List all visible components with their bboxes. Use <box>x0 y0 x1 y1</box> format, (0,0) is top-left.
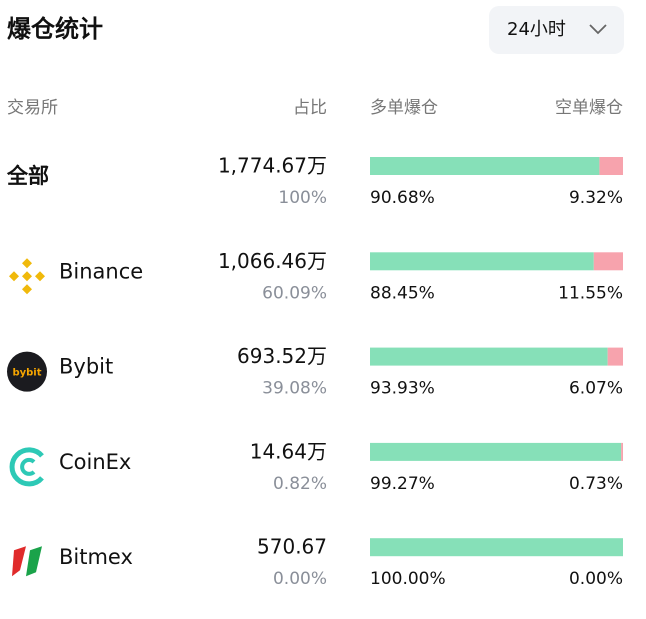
long-pct: 100.00% <box>370 569 446 589</box>
exchange-name: CoinEx <box>59 450 131 474</box>
exchange-name: Binance <box>59 259 143 283</box>
bitmex-logo <box>12 546 26 577</box>
bybit-logo <box>7 351 47 392</box>
col-header: 空单爆仓 <box>555 98 623 118</box>
col-header: 占比 <box>293 98 327 118</box>
bybit-logo-text: bybit <box>12 368 41 379</box>
logo-part <box>22 284 32 295</box>
long-bar <box>370 347 608 366</box>
short-bar <box>593 252 623 271</box>
long-pct: 93.93% <box>370 379 435 399</box>
amount: 14.64万 <box>250 439 327 463</box>
exchange-name: 全部 <box>6 164 49 188</box>
short-bar <box>621 442 623 461</box>
short-bar <box>607 347 623 366</box>
title: 爆仓统计 <box>7 15 103 43</box>
bitmex-logo <box>26 546 42 577</box>
long-bar <box>370 252 594 271</box>
amount: 693.52万 <box>237 344 327 368</box>
share: 60.09% <box>262 283 327 303</box>
dropdown-label[interactable]: 24小时 <box>507 19 566 40</box>
logo-part <box>22 271 32 282</box>
short-bar <box>599 157 623 175</box>
long-bar <box>370 157 600 175</box>
col-header: 交易所 <box>7 98 58 118</box>
dropdown-bg[interactable] <box>489 6 624 54</box>
col-header: 多单爆仓 <box>370 98 438 118</box>
long-pct: 99.27% <box>370 474 435 494</box>
short-pct: 9.32% <box>569 188 623 208</box>
coinex-logo <box>9 447 44 487</box>
amount: 1,774.67万 <box>218 154 327 178</box>
period-dropdown[interactable]: 24小时 <box>489 6 624 54</box>
short-pct: 11.55% <box>558 283 623 303</box>
share: 100% <box>278 188 327 208</box>
exchange-name: Bybit <box>59 355 113 379</box>
binance-logo <box>9 258 45 295</box>
share: 0.00% <box>273 569 327 589</box>
short-pct: 0.00% <box>569 569 623 589</box>
short-pct: 0.73% <box>569 474 623 494</box>
share: 39.08% <box>262 379 327 399</box>
amount: 570.67 <box>257 535 327 559</box>
logo-part <box>9 271 19 282</box>
short-pct: 6.07% <box>569 379 623 399</box>
long-bar <box>370 538 623 557</box>
long-pct: 88.45% <box>370 283 435 303</box>
exchange-name: Bitmex <box>59 545 133 569</box>
logo-part <box>22 258 32 269</box>
share: 0.82% <box>273 474 327 494</box>
logo-part <box>35 271 45 282</box>
chevron[interactable] <box>589 24 607 35</box>
amount: 1,066.46万 <box>218 249 327 273</box>
coinex-logo <box>20 457 36 476</box>
long-pct: 90.68% <box>370 188 435 208</box>
long-bar <box>370 442 622 461</box>
